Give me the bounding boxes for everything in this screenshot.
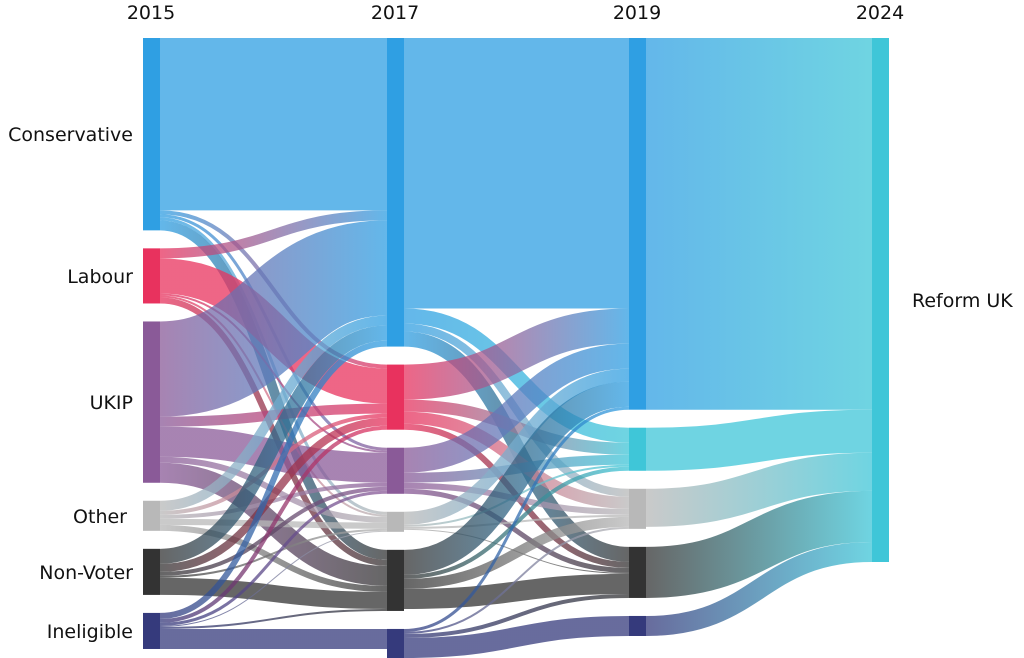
link-n17-to-o19 xyxy=(403,516,630,589)
node-n15 xyxy=(143,548,160,595)
link-o15-to-l17 xyxy=(159,413,388,515)
node-label-other: Other xyxy=(73,506,127,528)
node-o19 xyxy=(629,488,646,529)
link-i15-to-c17 xyxy=(159,340,388,619)
year-labels: 2015 2017 2019 2024 xyxy=(127,2,904,24)
link-n15-to-l17 xyxy=(159,417,388,572)
link-n17-to-n19 xyxy=(403,573,630,609)
link-n15-to-o17 xyxy=(159,528,388,578)
node-b19 xyxy=(629,427,646,471)
link-n15-to-n17 xyxy=(159,577,388,609)
link-i17-to-i19 xyxy=(403,615,630,658)
link-l17-to-c19 xyxy=(403,308,630,400)
nodes-layer xyxy=(143,38,889,658)
node-u15 xyxy=(143,321,160,483)
year-label-2017: 2017 xyxy=(371,2,419,24)
node-i17 xyxy=(387,628,404,658)
node-labels: Conservative Labour UKIP Other Non-Voter… xyxy=(8,124,1013,643)
node-r24 xyxy=(872,38,889,562)
node-c19 xyxy=(629,38,646,410)
link-o19-to-r24 xyxy=(645,452,873,527)
node-label-labour: Labour xyxy=(67,266,133,288)
node-c15 xyxy=(143,38,160,231)
link-n15-to-u17 xyxy=(159,486,388,576)
node-label-conservative: Conservative xyxy=(8,124,133,146)
node-o15 xyxy=(143,500,160,531)
node-i19 xyxy=(629,615,646,636)
node-n17 xyxy=(387,549,404,611)
node-o17 xyxy=(387,511,404,532)
link-c15-to-n17 xyxy=(159,220,388,560)
link-n17-to-b19 xyxy=(403,466,630,579)
link-o15-to-c17 xyxy=(159,315,388,511)
link-n19-to-r24 xyxy=(645,490,873,598)
link-u17-to-n19 xyxy=(403,488,630,573)
year-label-2024: 2024 xyxy=(856,2,904,24)
link-i15-to-u17 xyxy=(159,490,388,626)
node-label-non-voter: Non-Voter xyxy=(39,562,133,584)
node-label-ukip: UKIP xyxy=(90,392,133,414)
link-o17-to-c19 xyxy=(403,368,630,525)
year-label-2015: 2015 xyxy=(127,2,175,24)
link-n15-to-c17 xyxy=(159,325,388,564)
link-i15-to-l17 xyxy=(159,425,388,623)
link-b19-to-r24 xyxy=(645,409,873,471)
link-i19-to-r24 xyxy=(645,541,873,636)
link-i15-to-n17 xyxy=(159,608,388,629)
link-l15-to-c17 xyxy=(159,210,388,259)
node-n19 xyxy=(629,546,646,598)
node-l17 xyxy=(387,364,404,430)
link-l17-to-b19 xyxy=(403,399,630,455)
node-label-ineligible: Ineligible xyxy=(47,621,133,643)
link-i17-to-n19 xyxy=(403,593,630,638)
link-u17-to-c19 xyxy=(403,343,630,473)
node-l15 xyxy=(143,248,160,304)
node-i15 xyxy=(143,612,160,649)
link-i17-to-o19 xyxy=(403,526,630,634)
link-i15-to-o17 xyxy=(159,530,388,627)
link-u15-to-c17 xyxy=(158,220,389,417)
links-layer xyxy=(158,38,873,658)
link-n17-to-c19 xyxy=(403,381,630,575)
node-c17 xyxy=(387,38,404,347)
node-u17 xyxy=(387,447,404,494)
link-c17-to-b19 xyxy=(403,308,630,443)
year-label-2019: 2019 xyxy=(613,2,661,24)
node-label-reform-uk: Reform UK xyxy=(912,290,1013,312)
link-i17-to-c19 xyxy=(403,406,630,632)
